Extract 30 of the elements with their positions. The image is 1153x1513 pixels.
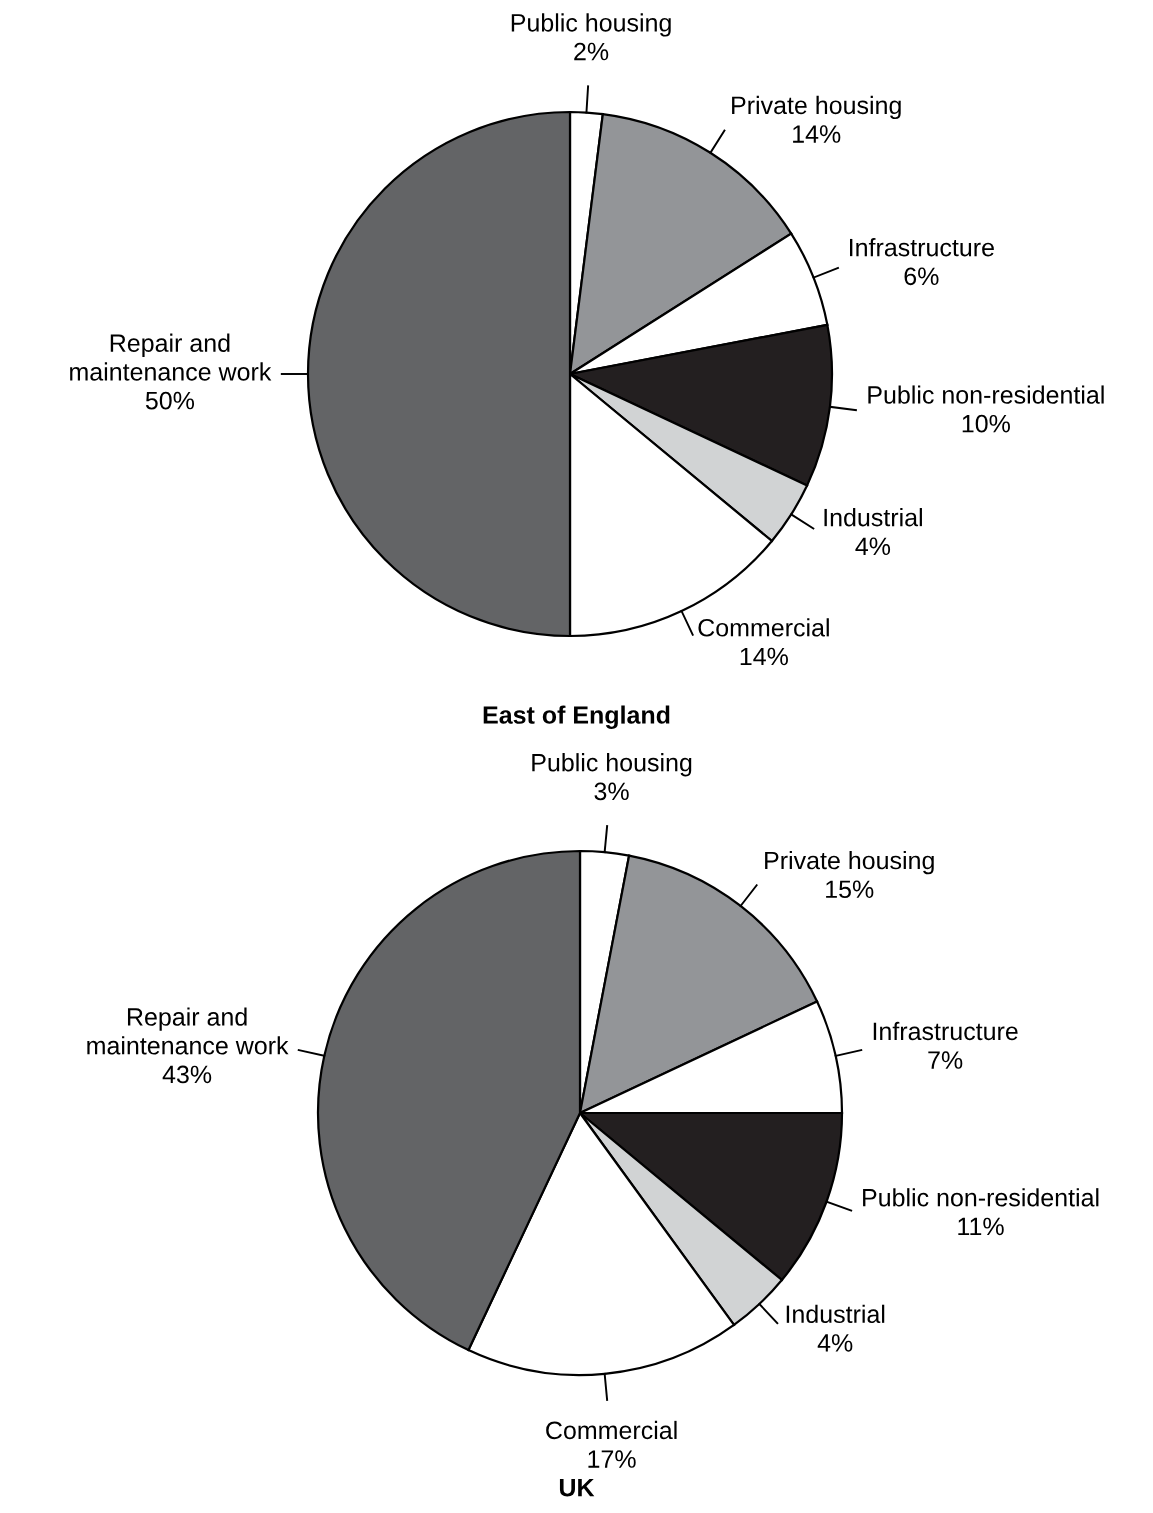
data-label: 14% [740,647,788,666]
data-label: 11% [958,1217,1004,1236]
slice-label: Infrastructure [850,238,994,257]
slice-label: Public non-residential [868,385,1104,404]
slice-label: Infrastructure [873,1021,1018,1041]
data-label: 7% [928,1051,963,1069]
data-label: 4% [817,1334,853,1352]
data-label: 43% [162,1065,212,1084]
data-label: 2% [574,42,609,61]
data-label: 15% [826,880,874,899]
data-label: 4% [855,537,891,556]
data-label: 10% [962,414,1010,433]
data-label: 3% [594,782,629,801]
slice-label: Industrial [786,1304,885,1324]
slice-label: Public housing [511,13,671,37]
slice-label: Commercial [546,1420,677,1440]
slice-label: Public non-residential [863,1188,1099,1207]
text: East of England [483,705,670,729]
data-label: 17% [588,1450,636,1468]
slice-label: Repair and maintenance work [87,1007,289,1055]
data-label: 14% [793,125,841,143]
slice-label: Private housing [732,95,901,120]
data-label: 6% [904,267,939,286]
slice-label: Commercial [698,618,829,637]
data-label: 50% [145,391,195,410]
slice-label: Repair and maintenance work [70,333,272,381]
text: UK [559,1479,595,1497]
slice-label: Industrial [824,508,922,527]
slice-label: Public housing [532,753,692,777]
slice-label: Private housing [765,850,934,875]
